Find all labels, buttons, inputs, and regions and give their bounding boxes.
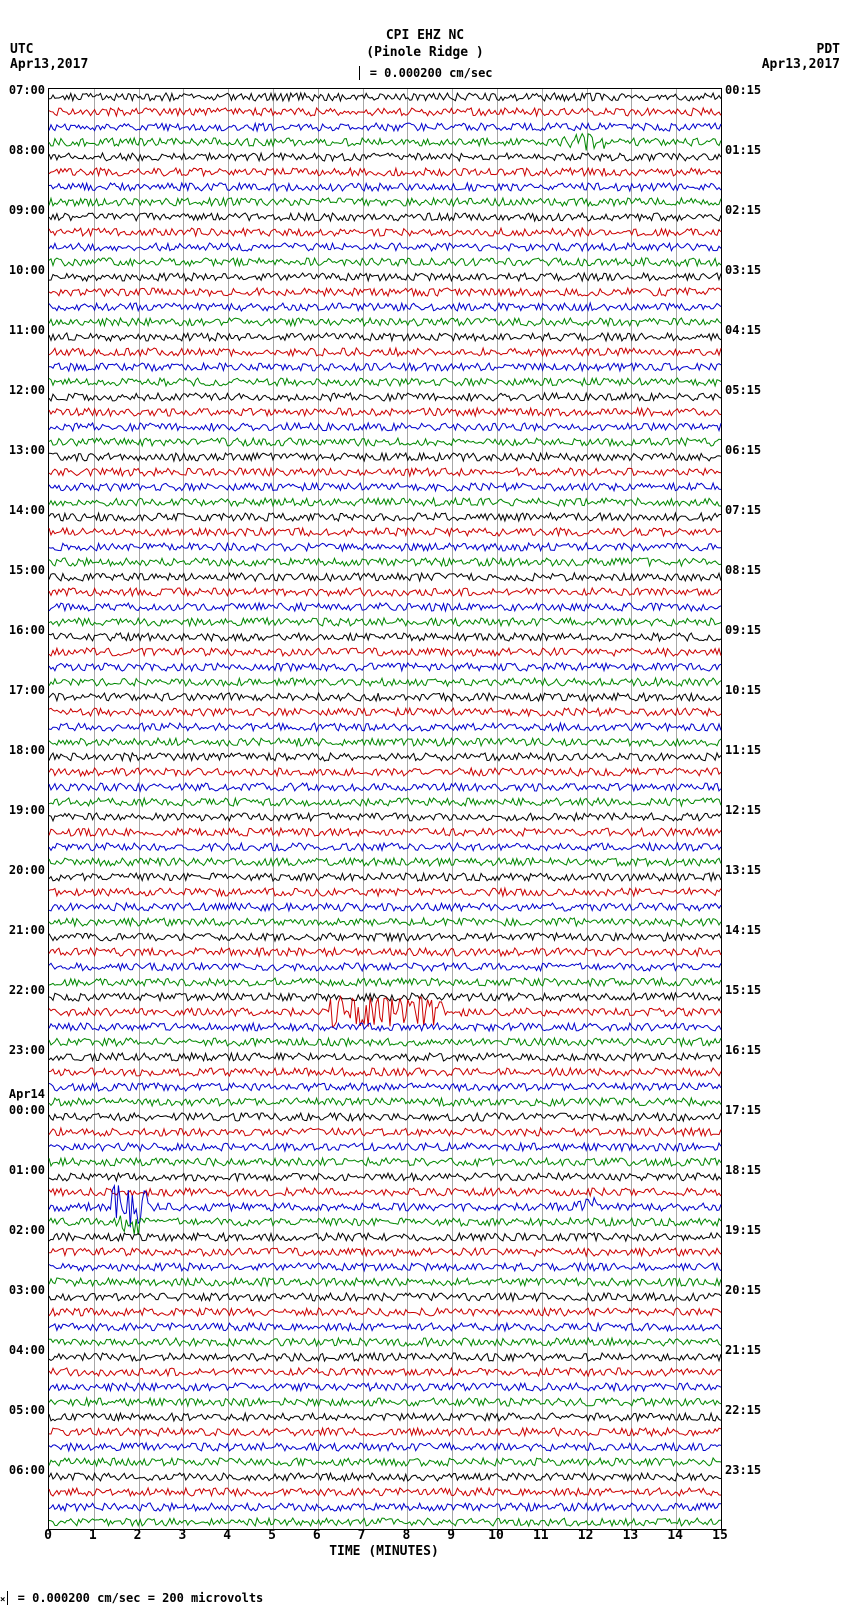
local-time-label: 18:15: [725, 1163, 761, 1177]
x-axis: TIME (MINUTES) 0123456789101112131415: [48, 1528, 720, 1578]
utc-time-label: 06:00: [9, 1463, 45, 1477]
utc-time-label: 22:00: [9, 983, 45, 997]
local-time-label: 13:15: [725, 863, 761, 877]
utc-time-label: 10:00: [9, 263, 45, 277]
local-time-label: 14:15: [725, 923, 761, 937]
timezone-left: UTC Apr13,2017: [10, 42, 88, 72]
local-time-label: 19:15: [725, 1223, 761, 1237]
scale-bar-icon: [359, 66, 360, 80]
local-time-label: 03:15: [725, 263, 761, 277]
utc-time-label: 17:00: [9, 683, 45, 697]
local-time-label: 04:15: [725, 323, 761, 337]
x-tick-label: 8: [402, 1528, 410, 1543]
utc-time-label: 04:00: [9, 1343, 45, 1357]
local-time-label: 06:15: [725, 443, 761, 457]
x-axis-title: TIME (MINUTES): [48, 1544, 720, 1559]
local-time-label: 22:15: [725, 1403, 761, 1417]
utc-time-label: 12:00: [9, 383, 45, 397]
utc-time-label: 23:00: [9, 1043, 45, 1057]
local-time-label: 00:15: [725, 83, 761, 97]
utc-time-label: 21:00: [9, 923, 45, 937]
utc-time-label: 19:00: [9, 803, 45, 817]
utc-time-label: 09:00: [9, 203, 45, 217]
utc-time-label: 00:00: [9, 1103, 45, 1117]
scale-legend: = 0.000200 cm/sec: [0, 66, 850, 82]
utc-time-label: 03:00: [9, 1283, 45, 1297]
local-time-label: 05:15: [725, 383, 761, 397]
day-break-label: Apr14: [9, 1087, 45, 1101]
utc-time-label: 05:00: [9, 1403, 45, 1417]
local-time-label: 12:15: [725, 803, 761, 817]
utc-time-label: 01:00: [9, 1163, 45, 1177]
timezone-right: PDT Apr13,2017: [762, 42, 840, 72]
utc-time-label: 15:00: [9, 563, 45, 577]
x-tick-label: 10: [488, 1528, 504, 1543]
local-time-label: 11:15: [725, 743, 761, 757]
x-tick-label: 11: [533, 1528, 549, 1543]
local-time-label: 08:15: [725, 563, 761, 577]
plot-area: 07:0000:1508:0001:1509:0002:1510:0003:15…: [48, 88, 722, 1530]
utc-time-label: 18:00: [9, 743, 45, 757]
footer-scale: × = 0.000200 cm/sec = 200 microvolts: [0, 1591, 263, 1606]
x-tick-label: 6: [313, 1528, 321, 1543]
local-time-label: 09:15: [725, 623, 761, 637]
utc-time-label: 13:00: [9, 443, 45, 457]
utc-time-label: 16:00: [9, 623, 45, 637]
seismogram-container: CPI EHZ NC (Pinole Ridge ) = 0.000200 cm…: [0, 0, 850, 1613]
x-tick-label: 7: [358, 1528, 366, 1543]
local-time-label: 16:15: [725, 1043, 761, 1057]
local-time-label: 21:15: [725, 1343, 761, 1357]
x-tick-label: 4: [223, 1528, 231, 1543]
station-code: CPI EHZ NC: [0, 28, 850, 45]
x-tick-label: 15: [712, 1528, 728, 1543]
x-tick-label: 2: [134, 1528, 142, 1543]
utc-time-label: 08:00: [9, 143, 45, 157]
x-tick-label: 1: [89, 1528, 97, 1543]
scale-bar-icon: [7, 1591, 8, 1605]
header: CPI EHZ NC (Pinole Ridge ) = 0.000200 cm…: [0, 0, 850, 81]
utc-time-label: 02:00: [9, 1223, 45, 1237]
local-time-label: 07:15: [725, 503, 761, 517]
x-tick-label: 3: [178, 1528, 186, 1543]
x-tick-label: 5: [268, 1528, 276, 1543]
x-tick-label: 13: [623, 1528, 639, 1543]
station-name: (Pinole Ridge ): [0, 45, 850, 62]
x-tick-label: 9: [447, 1528, 455, 1543]
local-time-label: 20:15: [725, 1283, 761, 1297]
local-time-label: 23:15: [725, 1463, 761, 1477]
x-tick-label: 0: [44, 1528, 52, 1543]
x-tick-label: 12: [578, 1528, 594, 1543]
utc-time-label: 11:00: [9, 323, 45, 337]
utc-time-label: 14:00: [9, 503, 45, 517]
local-time-label: 10:15: [725, 683, 761, 697]
utc-time-label: 07:00: [9, 83, 45, 97]
x-tick-label: 14: [667, 1528, 683, 1543]
local-time-label: 15:15: [725, 983, 761, 997]
utc-time-label: 20:00: [9, 863, 45, 877]
local-time-label: 02:15: [725, 203, 761, 217]
local-time-label: 01:15: [725, 143, 761, 157]
local-time-label: 17:15: [725, 1103, 761, 1117]
